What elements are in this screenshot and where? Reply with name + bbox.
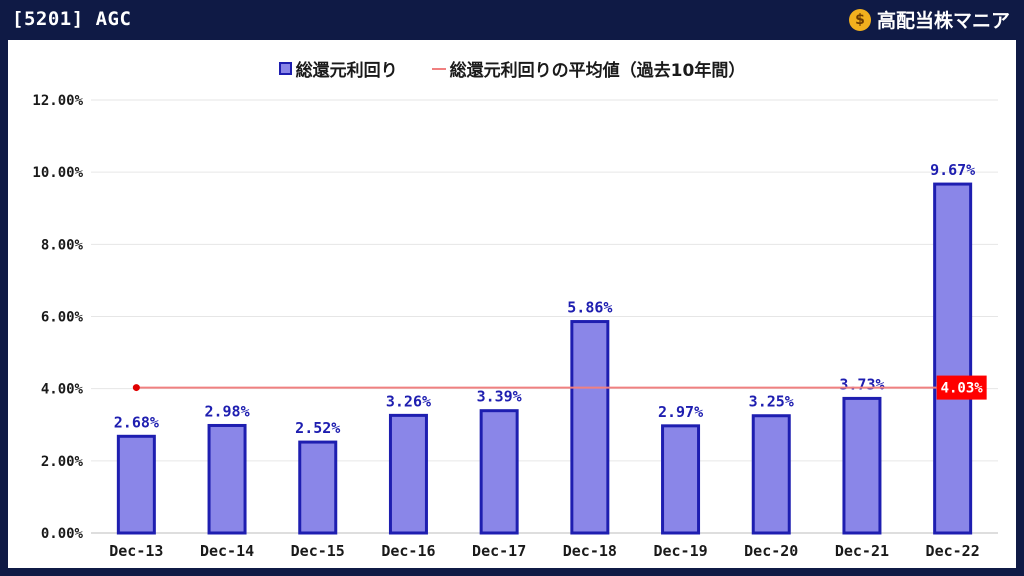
bar bbox=[842, 396, 882, 535]
legend-item-average: 総還元利回りの平均値（過去10年間） bbox=[431, 56, 746, 81]
legend-label-average: 総還元利回りの平均値（過去10年間） bbox=[449, 61, 746, 81]
bar bbox=[207, 423, 247, 535]
chart-panel: 総還元利回り 総還元利回りの平均値（過去10年間） 0.00% 2.00% 4.00… bbox=[8, 40, 1016, 568]
data-label: 3.39% bbox=[477, 388, 522, 406]
y-tick-label: 2.00% bbox=[41, 454, 84, 470]
x-tick-label: Dec-17 bbox=[472, 542, 526, 560]
data-label: 2.52% bbox=[295, 419, 340, 437]
legend-bar-swatch bbox=[278, 62, 292, 75]
y-tick-label: 12.00% bbox=[32, 93, 83, 109]
bar bbox=[661, 424, 701, 535]
x-tick-label: Dec-21 bbox=[835, 542, 889, 560]
bar-chart: 0.00% 2.00% 4.00% 6.00% 8.00% 10.00% 12.00% 2.6… bbox=[32, 93, 998, 560]
x-tick-label: Dec-15 bbox=[291, 542, 345, 560]
average-label-box bbox=[936, 375, 987, 400]
data-label: 9.67% bbox=[930, 161, 975, 179]
page-title: [5201] AGC bbox=[12, 8, 132, 30]
bar bbox=[479, 409, 519, 535]
legend-line-swatch bbox=[431, 67, 446, 70]
legend-item-yield: 総還元利回り bbox=[278, 56, 398, 81]
y-tick-label: 0.00% bbox=[41, 526, 84, 542]
x-tick-label: Dec-18 bbox=[563, 542, 617, 560]
brand-name: 高配当株マニア bbox=[876, 10, 1010, 32]
legend-label-yield: 総還元利回り bbox=[295, 61, 398, 81]
header-bar: [5201] AGC $ 高配当株マニア bbox=[0, 0, 1024, 40]
data-label: 3.25% bbox=[749, 393, 794, 411]
bar bbox=[933, 182, 973, 535]
bar bbox=[751, 414, 791, 535]
brand-logo: $ 高配当株マニア bbox=[848, 6, 1010, 33]
data-label: 2.68% bbox=[114, 413, 159, 431]
data-label: 3.26% bbox=[386, 392, 431, 410]
chart-legend: 総還元利回り 総還元利回りの平均値（過去10年間） bbox=[8, 56, 1016, 81]
money-bag-icon: $ bbox=[848, 8, 871, 31]
x-tick-label: Dec-16 bbox=[381, 542, 435, 560]
y-tick-label: 8.00% bbox=[41, 237, 84, 253]
data-label: 2.98% bbox=[204, 402, 249, 420]
bar bbox=[570, 320, 610, 535]
y-tick-label: 6.00% bbox=[41, 310, 84, 326]
data-label: 3.73% bbox=[839, 375, 884, 393]
y-tick-label: 10.00% bbox=[32, 165, 83, 181]
x-tick-label: Dec-14 bbox=[200, 542, 254, 560]
y-tick-label: 4.00% bbox=[41, 382, 84, 398]
bar bbox=[298, 440, 338, 535]
x-tick-label: Dec-19 bbox=[653, 542, 707, 560]
bar bbox=[116, 434, 156, 535]
bar bbox=[388, 413, 428, 535]
x-tick-label: Dec-20 bbox=[744, 542, 798, 560]
data-label: 5.86% bbox=[567, 299, 612, 317]
average-start-marker bbox=[132, 384, 140, 392]
x-tick-label: Dec-22 bbox=[926, 542, 980, 560]
data-label: 2.97% bbox=[658, 403, 703, 421]
average-label: 4.03% bbox=[941, 381, 984, 397]
x-tick-label: Dec-13 bbox=[109, 542, 163, 560]
